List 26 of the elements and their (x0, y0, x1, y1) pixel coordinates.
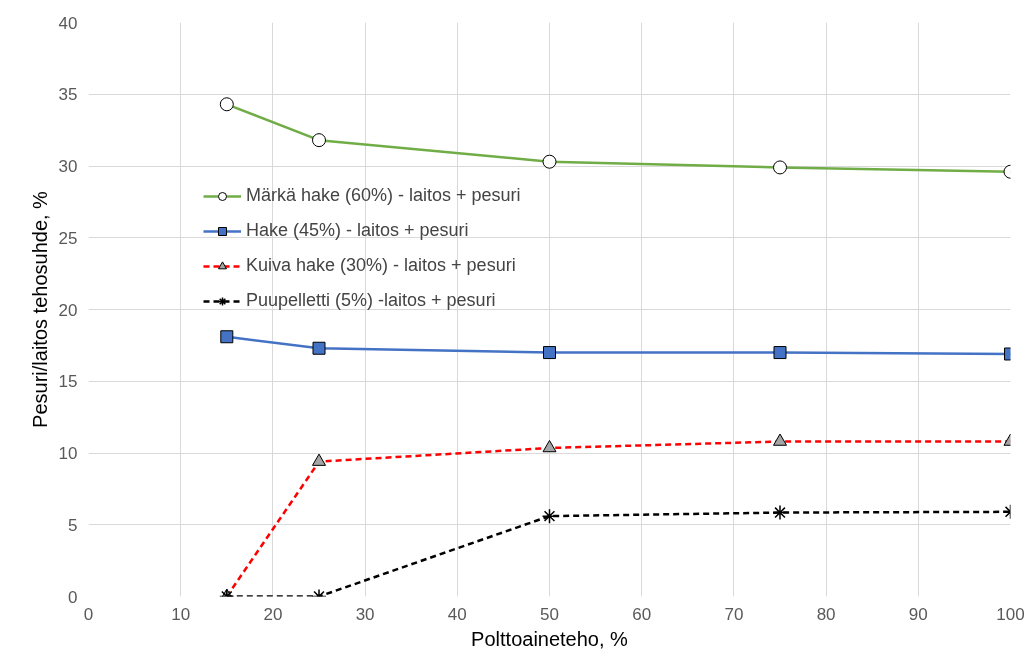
y-tick-label: 10 (58, 444, 78, 463)
y-tick-label: 40 (58, 13, 78, 33)
y-tick-label: 5 (68, 515, 78, 535)
y-tick-label: 30 (58, 157, 78, 176)
x-axis-title: Polttoaineteho, % (471, 627, 629, 650)
x-tick-label: 70 (724, 604, 744, 624)
y-tick-label: 35 (58, 85, 78, 105)
y-tick-label: 0 (68, 587, 78, 607)
x-tick-label: 0 (83, 604, 94, 624)
x-tick-label: 50 (540, 604, 559, 624)
x-tick-label: 100 (996, 604, 1025, 624)
legend-label: Kuiva hake (30%) - laitos + pesuri (246, 255, 516, 276)
x-tick-label: 90 (908, 604, 928, 624)
legend-label: Märkä hake (60%) - laitos + pesuri (246, 185, 521, 206)
legend-label: Hake (45%) - laitos + pesuri (246, 220, 469, 241)
legend-label: Puupelletti (5%) -laitos + pesuri (246, 290, 496, 311)
y-tick-label: 20 (58, 300, 78, 320)
x-tick-label: 40 (447, 604, 467, 624)
y-axis-title: Pesuri/laitos tehosuhde, % (28, 190, 51, 428)
y-tick-label: 25 (58, 228, 78, 248)
x-tick-label: 80 (816, 604, 836, 624)
y-tick-label: 15 (58, 372, 78, 392)
x-tick-label: 10 (171, 604, 191, 624)
x-tick-label: 60 (632, 604, 652, 624)
x-tick-label: 30 (355, 604, 375, 624)
x-tick-label: 20 (263, 604, 283, 624)
